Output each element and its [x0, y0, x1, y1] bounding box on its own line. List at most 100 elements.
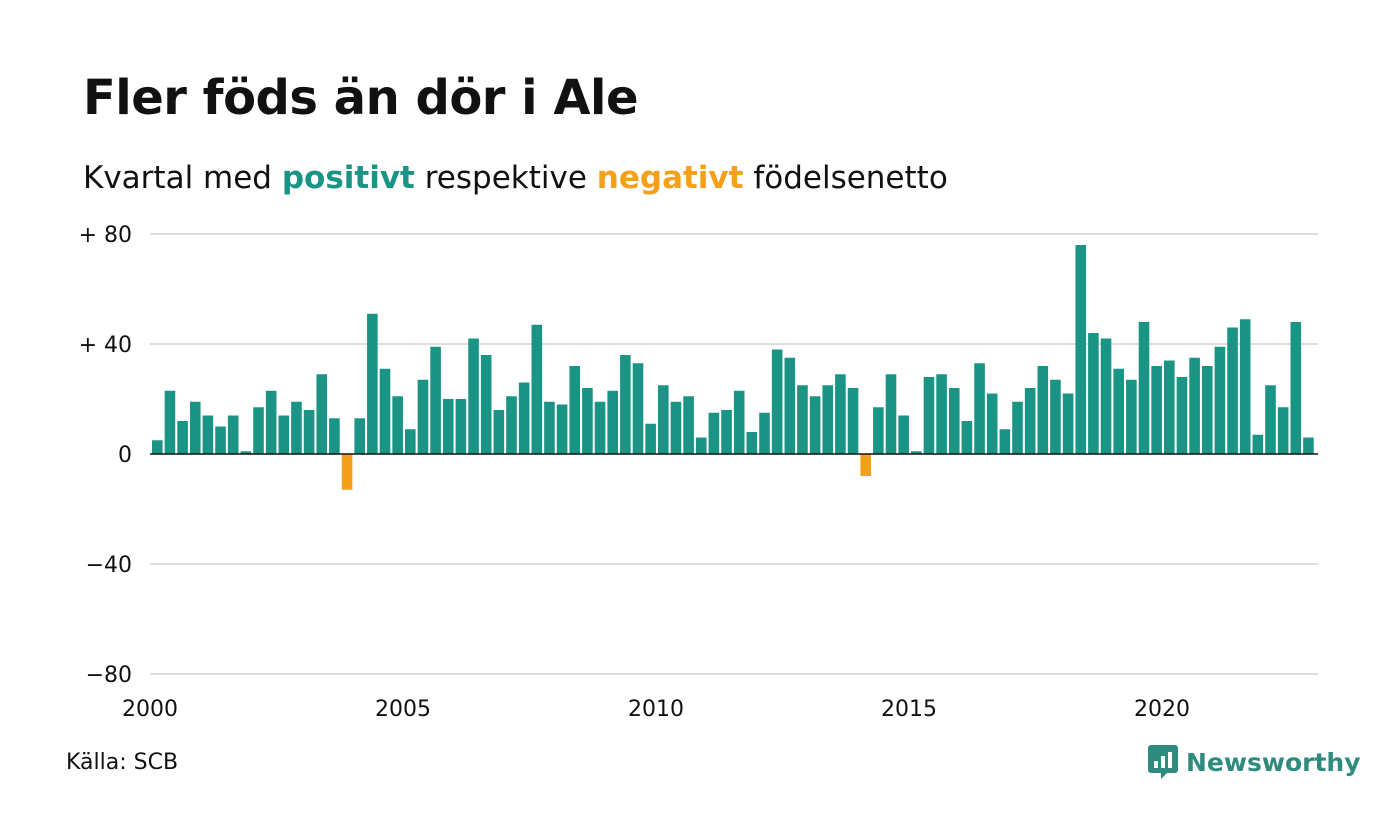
- bar-positive: [1239, 319, 1251, 454]
- bar-positive: [189, 401, 201, 454]
- bar-positive: [936, 374, 947, 454]
- bar-positive: [177, 421, 188, 454]
- bar-negative: [860, 454, 871, 476]
- bar-positive: [1088, 333, 1099, 454]
- bar-positive: [430, 346, 441, 454]
- bar-positive: [291, 401, 302, 454]
- bar-positive: [594, 401, 606, 454]
- bar-positive: [1050, 379, 1061, 454]
- bar-positive: [531, 324, 543, 454]
- subtitle-middle: respektive: [414, 160, 597, 196]
- bar-positive: [683, 396, 694, 454]
- x-tick-label: 2020: [1134, 697, 1190, 722]
- bar-positive: [721, 410, 732, 454]
- bar-positive: [986, 393, 998, 454]
- subtitle-before: Kvartal med: [83, 160, 282, 196]
- bar-positive: [759, 412, 770, 454]
- bar-positive: [822, 385, 834, 454]
- chart-subtitle: Kvartal med positivt respektive negativt…: [83, 160, 948, 196]
- bar-positive: [1265, 385, 1276, 454]
- bar-positive: [658, 385, 669, 454]
- bar-positive: [784, 357, 796, 454]
- bar-positive: [1164, 360, 1175, 454]
- bar-positive: [974, 363, 985, 454]
- bar-positive: [695, 437, 707, 454]
- bars: [152, 245, 1314, 490]
- bar-positive: [1012, 401, 1023, 454]
- bar-positive: [1062, 393, 1074, 454]
- bar-positive: [1252, 434, 1264, 454]
- bar-positive: [1075, 245, 1087, 454]
- bar-positive: [392, 396, 403, 454]
- y-tick-label: + 40: [79, 333, 132, 358]
- y-tick-label: −40: [86, 553, 132, 578]
- bar-positive: [1126, 379, 1137, 454]
- newsworthy-logo: Newsworthy: [1148, 744, 1361, 780]
- newsworthy-chart-bubble-icon: [1148, 745, 1178, 779]
- bar-positive: [1176, 377, 1188, 454]
- bar-positive: [835, 374, 846, 454]
- bar-positive: [632, 363, 644, 454]
- bar-positive: [278, 415, 290, 454]
- bar-positive: [253, 407, 264, 454]
- bar-positive: [417, 379, 429, 454]
- bar-positive: [771, 349, 783, 454]
- bar-positive: [1024, 388, 1036, 454]
- x-tick-label: 2010: [628, 697, 684, 722]
- bar-positive: [227, 415, 239, 454]
- bar-positive: [544, 401, 555, 454]
- logo-text: Newsworthy: [1186, 747, 1361, 777]
- bar-positive: [1100, 338, 1112, 454]
- x-tick-label: 2000: [122, 697, 178, 722]
- bar-positive: [316, 374, 328, 454]
- bar-positive: [367, 313, 378, 454]
- bar-positive: [152, 440, 163, 454]
- gridlines: [150, 233, 1318, 675]
- bar-positive: [645, 423, 656, 454]
- bar-positive: [506, 396, 517, 454]
- y-tick-label: + 80: [79, 223, 132, 248]
- bar-positive: [265, 390, 277, 454]
- bar-positive: [847, 388, 859, 454]
- bar-positive: [948, 388, 960, 454]
- bar-positive: [303, 410, 315, 454]
- bar-positive: [961, 421, 973, 454]
- bar-positive: [746, 432, 758, 454]
- bar-positive: [379, 368, 391, 454]
- bar-positive: [1277, 407, 1289, 454]
- bar-positive: [164, 390, 176, 454]
- bar-positive: [733, 390, 745, 454]
- y-tick-label: −80: [86, 663, 132, 688]
- bar-positive: [354, 418, 365, 454]
- bar-positive: [1113, 368, 1124, 454]
- bar-positive: [708, 412, 720, 454]
- subtitle-negative: negativt: [596, 160, 744, 196]
- bar-positive: [1227, 327, 1238, 454]
- bar-positive: [1138, 322, 1150, 454]
- bar-positive: [670, 401, 682, 454]
- bar-positive: [911, 451, 922, 454]
- y-axis-ticks: + 80 + 40 0 −40 −80: [79, 223, 132, 688]
- bar-positive: [215, 426, 226, 454]
- bar-positive: [1290, 322, 1302, 454]
- bar-positive: [809, 396, 821, 454]
- bar-positive: [493, 410, 505, 454]
- x-axis-ticks: 2000 2005 2010 2015 2020: [122, 697, 1190, 722]
- bar-positive: [202, 415, 214, 454]
- bar-positive: [405, 429, 416, 454]
- bar-positive: [607, 390, 618, 454]
- source-note: Källa: SCB: [66, 750, 179, 775]
- bar-positive: [518, 382, 530, 454]
- bar-positive: [999, 429, 1011, 454]
- bar-positive: [923, 377, 935, 454]
- bar-positive: [1214, 346, 1226, 454]
- bar-positive: [1303, 437, 1314, 454]
- bar-positive: [569, 366, 581, 454]
- bar-positive: [480, 355, 492, 454]
- bar-positive: [582, 388, 593, 454]
- subtitle-after: födelsenetto: [743, 160, 948, 196]
- x-tick-label: 2005: [375, 697, 431, 722]
- bar-positive: [240, 451, 252, 454]
- bar-positive: [1151, 366, 1162, 454]
- bar-chart: + 80 + 40 0 −40 −80 2000 2005 2010 2015 2020: [79, 223, 1318, 722]
